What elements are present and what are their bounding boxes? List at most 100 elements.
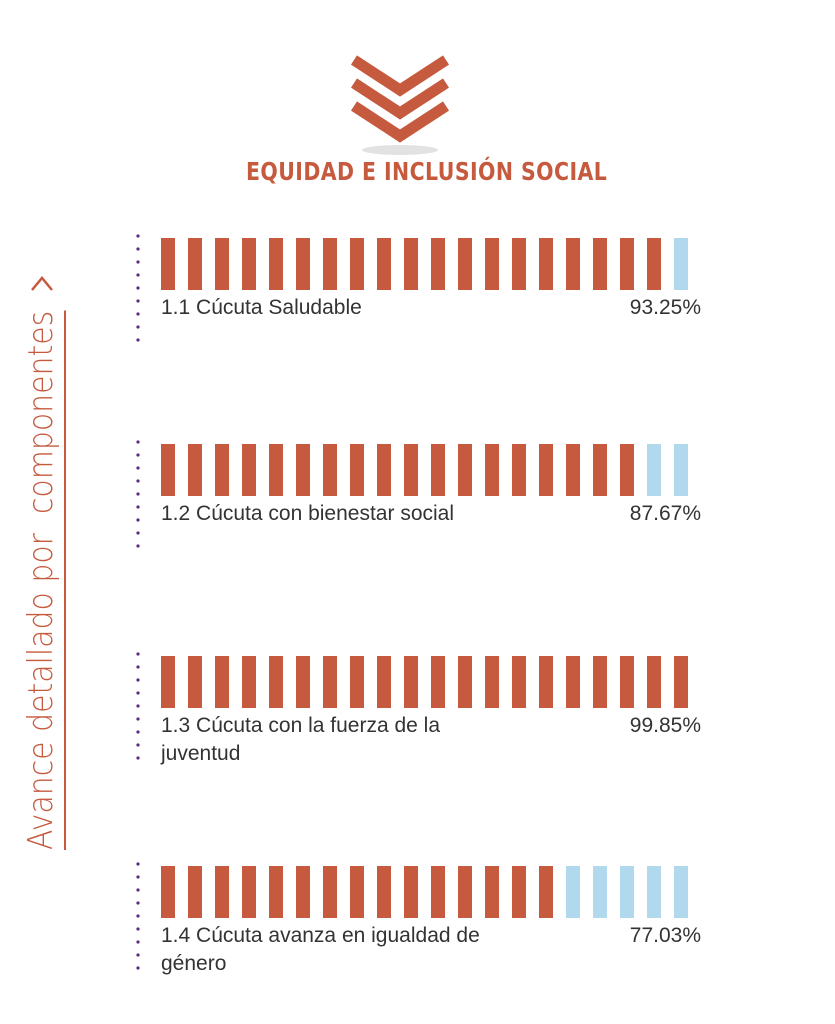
bar-segment-filled (458, 444, 472, 496)
bar-segment-filled (485, 656, 499, 708)
bar-segment-filled (269, 238, 283, 290)
bar-segment-filled (269, 866, 283, 918)
bar-segment-filled (512, 866, 526, 918)
triple-chevron-down-icon (350, 55, 450, 155)
bar-segment-filled (296, 656, 310, 708)
bar-segment-filled (404, 866, 418, 918)
bar-segment-filled (161, 866, 175, 918)
bar-segment-remaining (620, 866, 634, 918)
bar-segment-filled (404, 656, 418, 708)
bar-segment-filled (593, 238, 607, 290)
bar-segment-filled (431, 444, 445, 496)
bar-segment-remaining (674, 238, 688, 290)
component-percentage: 77.03% (629, 924, 701, 947)
bar-segment-filled (323, 238, 337, 290)
bar-segment-filled (377, 656, 391, 708)
bar-segment-filled (512, 656, 526, 708)
bar-segment-filled (242, 656, 256, 708)
bar-segment-filled (674, 656, 688, 708)
bar-segment-filled (647, 656, 661, 708)
component-row: 1.2 Cúcuta con bienestar social 87.67% (134, 438, 734, 578)
bar-segment-filled (188, 238, 202, 290)
dotted-divider (136, 440, 140, 548)
bar-segment-remaining (647, 444, 661, 496)
bar-segment-filled (512, 238, 526, 290)
bar-segment-filled (215, 656, 229, 708)
bar-segment-filled (458, 866, 472, 918)
bar-segment-filled (377, 238, 391, 290)
bar-segment-filled (593, 444, 607, 496)
chevron-right-icon (31, 276, 53, 292)
bar-segment-filled (323, 444, 337, 496)
component-label: 1.3 Cúcuta con la fuerza de la juventud (161, 714, 441, 765)
bar-segment-remaining (566, 866, 580, 918)
bar-segment-filled (539, 866, 553, 918)
component-row: 1.3 Cúcuta con la fuerza de la juventud 9… (134, 650, 734, 790)
dotted-divider (136, 862, 140, 970)
bar-segment-filled (350, 444, 364, 496)
page-title: EQUIDAD E INCLUSIÓN SOCIAL (246, 157, 608, 186)
bar-segment-filled (188, 444, 202, 496)
component-percentage: 93.25% (629, 296, 701, 319)
side-heading-label: Avance detallado por componentes (18, 310, 66, 850)
bar-segment-filled (458, 656, 472, 708)
bar-segment-remaining (674, 866, 688, 918)
progress-bar (161, 444, 688, 496)
bar-segment-filled (620, 238, 634, 290)
bar-segment-filled (593, 656, 607, 708)
bar-segment-filled (377, 444, 391, 496)
bar-segment-filled (350, 866, 364, 918)
bar-segment-remaining (647, 866, 661, 918)
bar-segment-filled (620, 656, 634, 708)
bar-segment-filled (296, 866, 310, 918)
bar-segment-filled (188, 656, 202, 708)
bar-segment-filled (512, 444, 526, 496)
bar-segment-filled (566, 656, 580, 708)
bar-segment-filled (539, 656, 553, 708)
bar-segment-filled (539, 238, 553, 290)
bar-segment-filled (350, 656, 364, 708)
bar-segment-filled (566, 444, 580, 496)
bar-segment-filled (161, 444, 175, 496)
component-row: 1.4 Cúcuta avanza en igualdad de género 7… (134, 860, 734, 1000)
dotted-divider (136, 234, 140, 342)
bar-segment-filled (242, 866, 256, 918)
component-label: 1.1 Cúcuta Saludable (161, 296, 362, 319)
bar-segment-filled (215, 866, 229, 918)
bar-segment-filled (431, 656, 445, 708)
bar-segment-filled (269, 656, 283, 708)
bar-segment-filled (431, 238, 445, 290)
side-heading: Avance detallado por componentes (12, 170, 72, 850)
dotted-divider (136, 652, 140, 760)
bar-segment-filled (242, 444, 256, 496)
bar-segment-filled (620, 444, 634, 496)
component-label: 1.4 Cúcuta avanza en igualdad de género (161, 924, 480, 975)
bar-segment-filled (485, 866, 499, 918)
progress-bar (161, 656, 688, 708)
bar-segment-filled (242, 238, 256, 290)
progress-bar (161, 866, 688, 918)
component-label: 1.2 Cúcuta con bienestar social (161, 502, 455, 525)
progress-bar (161, 238, 688, 290)
bar-segment-filled (296, 238, 310, 290)
bar-segment-remaining (674, 444, 688, 496)
component-row: 1.1 Cúcuta Saludable 93.25% (134, 232, 734, 372)
component-percentage: 87.67% (629, 502, 701, 525)
bar-segment-filled (269, 444, 283, 496)
bar-segment-filled (161, 238, 175, 290)
bar-segment-filled (647, 238, 661, 290)
bar-segment-filled (188, 866, 202, 918)
bar-segment-filled (539, 444, 553, 496)
bar-segment-filled (377, 866, 391, 918)
bar-segment-filled (485, 444, 499, 496)
bar-segment-filled (215, 238, 229, 290)
bar-segment-filled (431, 866, 445, 918)
bar-segment-remaining (593, 866, 607, 918)
bar-segment-filled (296, 444, 310, 496)
component-percentage: 99.85% (629, 714, 701, 737)
bar-segment-filled (350, 238, 364, 290)
bar-segment-filled (404, 238, 418, 290)
bar-segment-filled (566, 238, 580, 290)
bar-segment-filled (161, 656, 175, 708)
bar-segment-filled (323, 656, 337, 708)
